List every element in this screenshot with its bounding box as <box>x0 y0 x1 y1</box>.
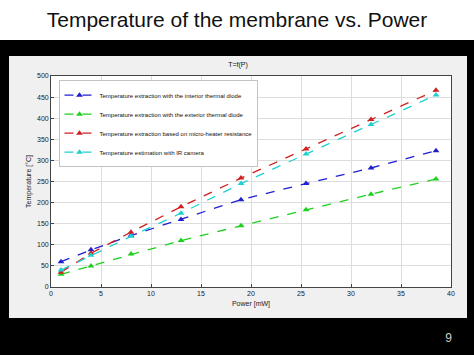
html-text:9: 9 <box>445 331 452 345</box>
svg-text:0: 0 <box>49 290 53 297</box>
svg-text:150: 150 <box>37 220 49 227</box>
svg-text:200: 200 <box>37 199 49 206</box>
svg-text:250: 250 <box>37 178 49 185</box>
svg-text:100: 100 <box>37 241 49 248</box>
svg-text:Temperature estimation with IR: Temperature estimation with IR camera <box>100 150 205 156</box>
svg-text:10: 10 <box>147 290 155 297</box>
svg-text:25: 25 <box>297 290 305 297</box>
svg-text:Temperature extraction based o: Temperature extraction based on micro-he… <box>100 131 253 137</box>
svg-text:Temperature [°C]: Temperature [°C] <box>25 155 33 208</box>
svg-text:400: 400 <box>37 115 49 122</box>
svg-text:40: 40 <box>447 290 455 297</box>
svg-text:500: 500 <box>37 72 49 79</box>
svg-text:Temperature extraction with th: Temperature extraction with the interior… <box>100 93 242 99</box>
svg-text:450: 450 <box>37 94 49 101</box>
svg-text:35: 35 <box>397 290 405 297</box>
svg-text:15: 15 <box>197 290 205 297</box>
svg-text:300: 300 <box>37 157 49 164</box>
svg-text:20: 20 <box>247 290 255 297</box>
svg-text:0: 0 <box>45 283 49 290</box>
html-text:Temperature of the membrane vs: Temperature of the membrane vs. Power <box>46 8 428 31</box>
svg-text:350: 350 <box>37 136 49 143</box>
svg-text:50: 50 <box>41 262 49 269</box>
svg-text:T=f(P): T=f(P) <box>228 61 248 69</box>
svg-text:Power [mW]: Power [mW] <box>232 300 270 308</box>
svg-text:5: 5 <box>99 290 103 297</box>
svg-text:Temperature extraction with th: Temperature extraction with the exterior… <box>100 112 244 118</box>
svg-text:30: 30 <box>347 290 355 297</box>
